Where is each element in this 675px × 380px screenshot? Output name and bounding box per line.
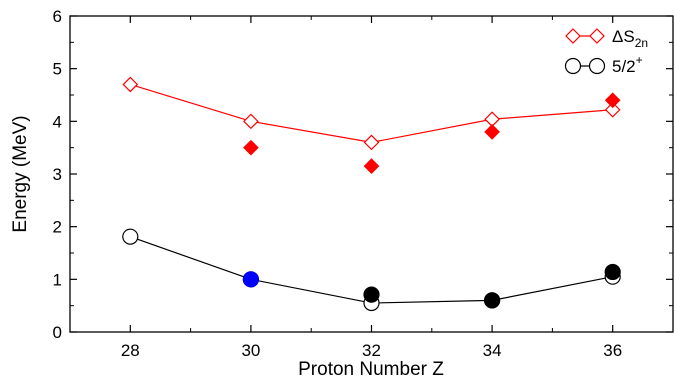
x-tick-label: 30 [241,341,260,360]
series-4 [242,271,259,288]
series-2 [243,92,621,174]
data-point [122,228,139,245]
legend-label: 5/2+ [612,53,643,76]
legend-entry: ΔS2n [565,27,648,50]
y-tick-label: 4 [53,112,62,131]
y-tick-label: 5 [53,60,62,79]
y-tick-label: 2 [53,218,62,237]
series-0 [122,76,621,151]
y-tick-label: 6 [53,7,62,26]
x-axis-label: Proton Number Z [298,359,444,380]
data-point [604,101,621,118]
data-point [243,113,259,130]
legend-entry: 5/2+ [564,53,643,76]
series-layer [122,76,621,312]
data-point [604,263,621,281]
data-point [243,139,259,156]
series-line [130,83,613,144]
data-point [122,76,139,93]
legend-label: ΔS2n [612,27,648,50]
y-axis-label: Energy (MeV) [10,115,31,232]
x-tick-label: 28 [121,341,140,360]
x-tick-label: 32 [362,341,381,360]
x-tick-label: 34 [483,341,502,360]
data-point [484,292,501,309]
legend-marker [564,57,582,75]
legend-marker [565,28,581,44]
data-point [242,271,259,288]
legend: ΔS2n 5/2+ [564,27,648,76]
x-tick-label: 36 [603,341,622,360]
plot-frame [69,15,674,333]
legend-marker [589,28,605,44]
series-3 [363,263,621,309]
data-point [363,158,380,174]
data-point [363,134,380,151]
data-point [484,124,500,140]
y-tick-label: 3 [53,165,62,184]
y-tick-label: 1 [53,270,62,289]
y-tick-label: 0 [53,323,62,342]
data-point [363,286,380,303]
data-point [604,92,621,109]
legend-marker [588,57,606,75]
